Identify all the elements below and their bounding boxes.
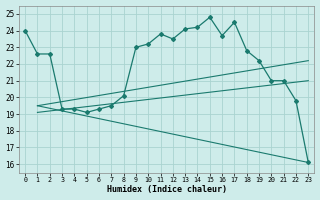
X-axis label: Humidex (Indice chaleur): Humidex (Indice chaleur) <box>107 185 227 194</box>
